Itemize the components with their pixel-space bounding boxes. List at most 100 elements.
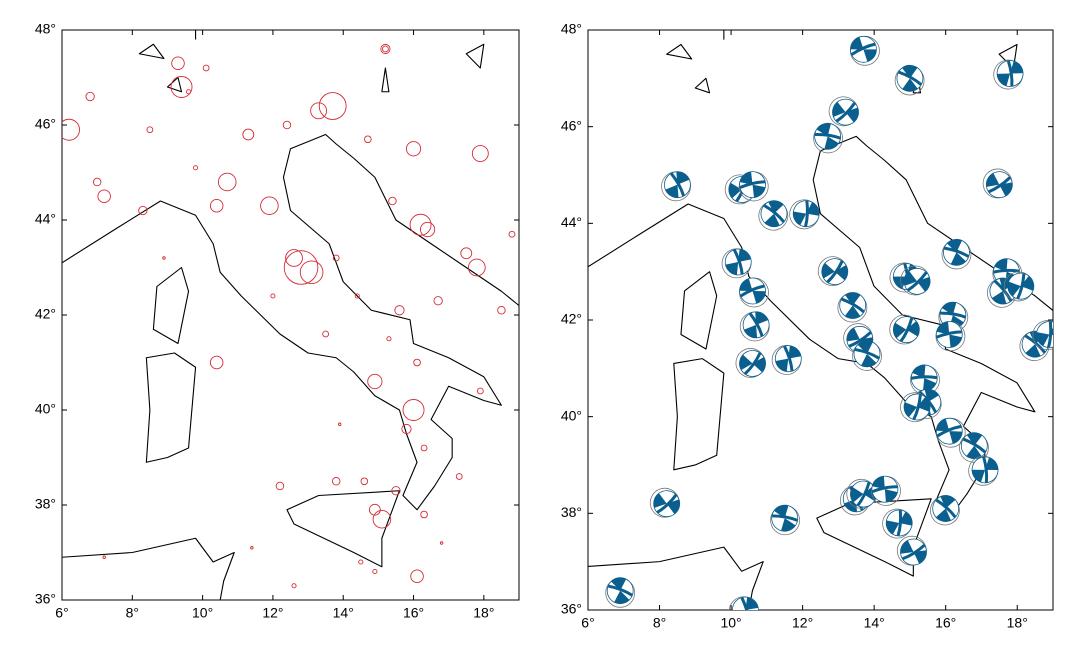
- compression-lobe: [764, 200, 784, 227]
- compression-lobe: [793, 202, 820, 226]
- earthquake: [283, 250, 319, 285]
- earthquake: [433, 296, 443, 306]
- focal-mechanism: [817, 256, 849, 287]
- earthquake: [171, 56, 185, 71]
- focal-mechanism-map: 6° 8° 10° 12° 14° 16° 18° 36° 38° 40° 42° 44° 46° 48°: [561, 21, 1054, 631]
- focal-mechanism: [889, 314, 920, 345]
- compression-arc: [871, 485, 898, 494]
- compression-arc: [993, 268, 1020, 274]
- x-tick-label: 10°: [720, 615, 741, 631]
- earthquake: [217, 172, 237, 192]
- compression-arc: [835, 102, 856, 123]
- focal-mechanism: [935, 417, 966, 448]
- earthquake: [193, 165, 199, 171]
- compression-arc: [935, 498, 957, 518]
- focal-mechanism: [758, 200, 789, 231]
- earthquake: [250, 546, 254, 550]
- earthquake: [138, 205, 148, 216]
- earthquake: [455, 473, 463, 480]
- earthquake: [97, 189, 111, 203]
- earthquake: [322, 330, 330, 338]
- compression-arc: [739, 284, 765, 298]
- earthquake: [368, 503, 381, 516]
- compression-arc: [740, 597, 751, 610]
- y-tick-label: 46°: [35, 116, 56, 132]
- compression-arc: [850, 42, 876, 56]
- earthquake: [92, 177, 102, 187]
- focal-mechanism: [605, 577, 636, 608]
- earthquake: [358, 559, 364, 565]
- map-frame: [587, 29, 1054, 611]
- compression-arc: [848, 331, 872, 348]
- focal-mechanism: [910, 364, 940, 395]
- earthquake: [338, 422, 342, 426]
- earthquake: [85, 91, 95, 102]
- x-tick-label: 8°: [126, 605, 139, 621]
- y-tick-label: 44°: [35, 211, 56, 227]
- earthquake: [282, 120, 292, 130]
- earthquake: [270, 293, 276, 299]
- coastline: [588, 30, 1053, 610]
- x-tick-label: 18°: [1007, 615, 1028, 631]
- focal-mechanism: [789, 199, 820, 230]
- x-tick-label: 12°: [262, 605, 283, 621]
- compression-lobe: [665, 171, 690, 198]
- compression-arc: [856, 482, 871, 507]
- coastline: [62, 30, 519, 600]
- compression-arc: [854, 347, 880, 360]
- earthquake: [170, 76, 193, 98]
- earthquake: [102, 555, 106, 559]
- earthquake: [413, 358, 421, 367]
- earthquake: [372, 568, 378, 575]
- focal-mechanism: [882, 508, 913, 539]
- focal-mechanism: [852, 340, 882, 371]
- compression-arc: [814, 133, 841, 140]
- focal-mechanism: [771, 345, 802, 375]
- beachball-outline: [1032, 320, 1053, 351]
- focal-mechanism: [661, 171, 691, 202]
- compression-arc: [907, 271, 928, 292]
- compression-lobe: [739, 354, 766, 373]
- compression-lobe: [912, 365, 937, 391]
- compression-lobe: [941, 302, 964, 329]
- compression-lobe: [872, 476, 898, 503]
- focal-mechanism: [1003, 271, 1035, 302]
- compression-arc: [936, 330, 962, 339]
- earthquake: [186, 89, 192, 95]
- y-tick-label: 38°: [35, 496, 56, 512]
- x-tick-label: 14°: [864, 615, 885, 631]
- earthquake: [364, 135, 372, 144]
- y-tick-label: 48°: [35, 21, 56, 37]
- earthquake: [202, 64, 210, 72]
- compression-arc: [841, 297, 865, 314]
- focal-mechanism: [941, 238, 972, 270]
- y-tick-label: 40°: [35, 401, 56, 417]
- compression-arc: [1016, 273, 1026, 300]
- earthquake: [420, 444, 428, 452]
- compression-arc: [940, 311, 967, 319]
- compression-lobe: [904, 271, 931, 292]
- compression-lobe: [850, 485, 877, 503]
- focal-mechanism: [896, 535, 927, 566]
- compression-arc: [993, 279, 1013, 302]
- y-tick-label: 36°: [561, 601, 582, 617]
- compression-arc: [783, 345, 794, 372]
- compression-arc: [936, 424, 962, 438]
- earthquake: [146, 126, 154, 134]
- x-tick-label: 16°: [935, 615, 956, 631]
- y-tick-label: 38°: [561, 504, 582, 520]
- compression-arc: [804, 200, 809, 227]
- earthquake: [299, 260, 324, 285]
- earthquake: [388, 196, 397, 206]
- compression-arc: [1047, 321, 1053, 348]
- focal-mechanism: [735, 348, 766, 378]
- focal-mechanism: [728, 596, 759, 610]
- earthquake: [467, 258, 486, 277]
- focal-mechanism: [959, 432, 989, 463]
- x-tick-label: 6°: [55, 605, 68, 621]
- focal-mechanism: [739, 311, 770, 342]
- focal-mechanism: [871, 475, 901, 506]
- compression-arc: [656, 494, 678, 514]
- compression-lobe: [857, 340, 877, 367]
